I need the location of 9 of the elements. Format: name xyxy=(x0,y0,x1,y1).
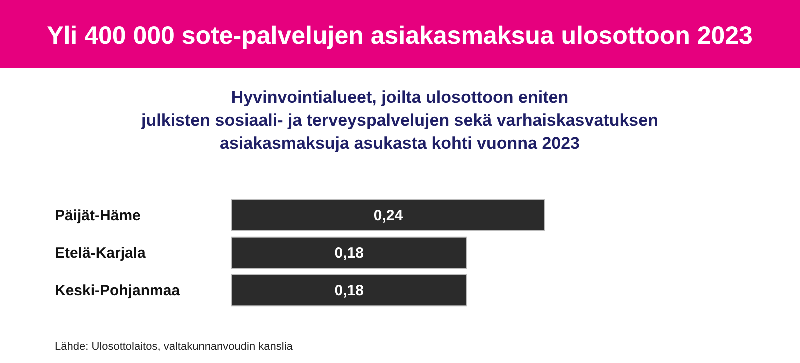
y-tick-label: Päijät-Häme xyxy=(55,207,141,224)
data-label: 0,18 xyxy=(334,245,364,262)
data-label: 0,24 xyxy=(374,207,404,224)
data-label: 0,18 xyxy=(334,282,364,300)
chart-title: Yli 400 000 sote-palvelujen asiakasmaksua ulosottoon 2023 xyxy=(47,22,753,50)
y-tick-label: Etelä-Karjala xyxy=(55,245,147,262)
chart-subtitle: Hyvinvointialueet, joilta ulosottoon eniten julkisten sosiaali- ja terveyspalvelujen sekä varhaiskasvatuksen asiakasmaksuja asukasta kohti vuonna 2023 xyxy=(140,88,658,153)
text: Lähde: Ulosottolaitos, valtakunnanvoudin kanslia xyxy=(55,341,294,353)
y-tick-label: Keski-Pohjanmaa xyxy=(55,282,181,300)
